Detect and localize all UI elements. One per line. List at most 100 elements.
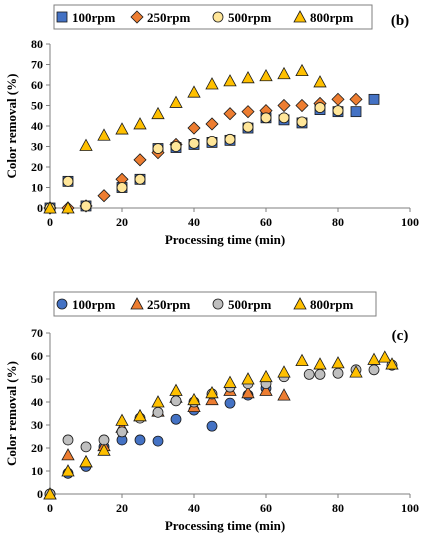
data-point [241,105,255,119]
data-point [80,200,92,212]
series-500rpm [44,359,398,500]
data-point [205,117,219,131]
x-tick-label: 0 [47,215,53,229]
data-point [170,413,182,425]
chart-panel: 0 10 20 30 40 50 60 70 80 0 20 40 60 80 100 Processing … [4,4,419,247]
data-point [223,74,237,87]
data-point [133,408,147,422]
series-500rpm [44,102,344,214]
data-point [313,75,327,88]
legend-marker [293,297,307,310]
y-tick-label: 60 [31,349,43,363]
y-tick-label: 50 [31,99,43,113]
y-tick-label: 30 [31,418,43,432]
series-100rpm [44,93,380,214]
data-point [313,357,327,370]
legend-marker [56,11,68,23]
data-point [206,135,218,147]
legend-marker [293,10,307,23]
data-point [116,426,128,438]
x-tick-label: 40 [188,215,200,229]
data-point [278,112,290,124]
data-point [277,365,291,378]
data-point [224,133,236,145]
data-point [241,385,255,399]
data-point [187,85,201,98]
legend-marker [212,298,224,310]
legend-marker [212,11,224,23]
legend-label: 500rpm [228,10,272,25]
data-point [314,102,326,113]
data-point [350,106,362,118]
y-tick-label: 60 [31,78,43,92]
y-tick-label: 40 [31,395,43,409]
x-tick-label: 80 [332,215,344,229]
data-point [80,441,92,453]
data-point [61,464,75,477]
x-tick-label: 20 [116,501,128,515]
y-tick-label: 0 [37,201,43,215]
data-point [134,434,146,446]
data-point [169,383,183,396]
legend: 100rpm 250rpm 500rpm 800rpm [53,291,377,317]
chart-panel: 0 10 20 30 40 50 60 70 0 20 40 60 80 100 Processing ti… [4,291,419,533]
data-point [98,434,110,446]
data-point [152,143,164,154]
y-axis-label: Color removal (%) [4,74,19,179]
x-tick-label: 60 [260,215,272,229]
y-tick-label: 20 [31,441,43,455]
x-tick-label: 20 [116,215,128,229]
data-point [97,189,111,203]
data-point [61,448,75,461]
data-point [134,173,146,185]
y-tick-label: 0 [37,487,43,501]
data-point [62,175,74,187]
data-point [277,388,291,401]
x-tick-label: 40 [188,501,200,515]
data-point [116,182,128,193]
data-point [223,375,237,388]
y-tick-label: 50 [31,372,43,386]
data-point [368,364,380,376]
data-point [259,383,273,396]
series-800rpm [43,350,399,500]
x-axis-label: Processing time (min) [165,518,285,533]
legend-label: 250rpm [147,10,191,25]
data-point [295,353,309,367]
data-point [277,66,291,80]
data-point [206,420,218,432]
data-point [241,70,255,84]
x-tick-label: 100 [401,501,419,515]
data-point [115,413,129,426]
data-point [259,68,273,82]
data-point [241,372,255,385]
data-point [332,367,344,379]
data-point [187,121,201,135]
data-point [97,443,111,456]
y-tick-label: 70 [31,58,43,72]
data-point [277,98,291,113]
data-point [296,116,308,128]
data-point [332,105,344,117]
data-point [188,138,200,149]
y-tick-label: 10 [31,181,43,195]
data-point [295,63,309,77]
data-point [224,397,236,409]
data-point [205,77,219,90]
data-point [152,406,164,418]
data-point [378,350,392,363]
data-point [43,201,57,214]
y-tick-label: 20 [31,160,43,174]
series-800rpm [43,63,327,214]
data-point [242,121,254,133]
data-point [133,153,147,167]
data-point [151,106,165,120]
legend-label: 500rpm [228,297,272,312]
legend-marker [130,297,144,310]
series-250rpm [43,92,363,215]
data-point [43,487,57,500]
data-point [133,117,147,130]
legend-label: 100rpm [72,10,116,25]
